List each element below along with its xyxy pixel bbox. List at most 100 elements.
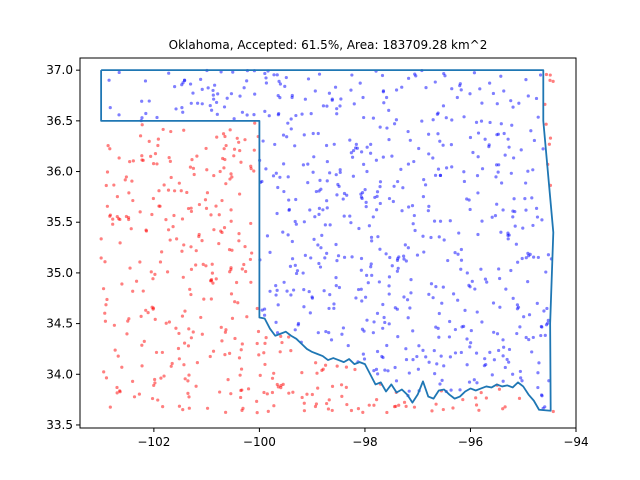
rejected-point	[237, 239, 241, 243]
rejected-point	[187, 327, 191, 331]
accepted-point	[429, 235, 433, 240]
rejected-point	[115, 385, 119, 390]
accepted-point	[511, 105, 515, 109]
rejected-point	[131, 289, 135, 293]
x-tick-label: −98	[352, 435, 377, 449]
accepted-point	[361, 95, 365, 100]
accepted-point	[480, 219, 484, 223]
rejected-point	[189, 292, 193, 297]
accepted-point	[206, 86, 210, 90]
accepted-point	[480, 101, 484, 105]
rejected-point	[112, 323, 116, 327]
accepted-point	[306, 162, 310, 166]
rejected-point	[186, 391, 190, 395]
accepted-point	[340, 332, 344, 336]
accepted-point	[520, 379, 524, 383]
rejected-point	[228, 128, 232, 132]
accepted-point	[332, 302, 336, 306]
accepted-point	[495, 332, 500, 336]
accepted-point	[431, 296, 435, 300]
accepted-point	[359, 256, 364, 261]
accepted-point	[264, 76, 268, 80]
accepted-point	[188, 82, 193, 86]
rejected-point	[275, 382, 279, 387]
accepted-point	[404, 259, 408, 263]
rejected-point	[404, 404, 408, 408]
rejected-point	[192, 172, 196, 177]
accepted-point	[399, 167, 403, 171]
accepted-point	[370, 273, 374, 277]
rejected-point	[228, 177, 232, 181]
rejected-point	[356, 407, 361, 411]
rejected-point	[353, 367, 357, 372]
accepted-point	[371, 331, 375, 335]
accepted-point	[376, 235, 380, 239]
accepted-point	[433, 371, 437, 376]
accepted-point	[441, 285, 445, 289]
accepted-point	[501, 379, 505, 383]
accepted-point	[497, 163, 501, 167]
accepted-points	[107, 68, 554, 411]
accepted-point	[333, 85, 338, 89]
rejected-point	[102, 370, 106, 374]
accepted-point	[390, 154, 394, 158]
rejected-point	[263, 362, 267, 367]
accepted-point	[498, 276, 502, 281]
accepted-point	[181, 110, 185, 114]
accepted-point	[492, 358, 496, 362]
rejected-point	[160, 350, 164, 355]
rejected-point	[392, 404, 397, 409]
rejected-point	[155, 162, 159, 166]
accepted-point	[362, 115, 366, 120]
accepted-point	[369, 235, 374, 239]
rejected-point	[195, 154, 199, 158]
accepted-point	[381, 326, 385, 330]
rejected-point	[222, 166, 226, 170]
rejected-point	[224, 328, 228, 332]
accepted-point	[325, 179, 329, 183]
accepted-point	[294, 113, 298, 118]
rejected-point	[289, 348, 293, 353]
accepted-point	[502, 89, 506, 93]
rejected-point	[130, 179, 134, 183]
accepted-point	[404, 347, 408, 351]
rejected-point	[181, 275, 185, 279]
accepted-point	[406, 246, 410, 250]
accepted-point	[378, 180, 383, 184]
rejected-point	[140, 343, 144, 347]
y-tick-label: 36.5	[46, 114, 73, 128]
accepted-point	[387, 275, 392, 279]
rejected-point	[197, 202, 202, 207]
rejected-point	[477, 408, 481, 412]
accepted-point	[216, 92, 220, 96]
rejected-point	[237, 356, 242, 360]
rejected-point	[156, 398, 160, 402]
accepted-point	[252, 113, 256, 117]
rejected-point	[116, 354, 120, 358]
accepted-point	[180, 106, 184, 110]
accepted-point	[491, 301, 496, 305]
rejected-point	[126, 215, 131, 220]
rejected-point	[137, 392, 141, 396]
accepted-point	[543, 333, 547, 337]
rejected-point	[243, 244, 247, 249]
rejected-point	[157, 189, 161, 193]
accepted-point	[354, 296, 358, 300]
accepted-point	[245, 79, 249, 83]
rejected-point	[385, 410, 389, 415]
accepted-point	[527, 337, 531, 342]
x-tick-label: −100	[243, 435, 276, 449]
rejected-point	[503, 405, 507, 409]
accepted-point	[349, 151, 353, 155]
accepted-point	[510, 123, 514, 127]
accepted-point	[334, 284, 338, 288]
rejected-point	[190, 158, 194, 162]
accepted-point	[448, 219, 452, 223]
accepted-point	[540, 325, 544, 329]
rejected-point	[169, 364, 173, 368]
accepted-point	[282, 189, 286, 194]
accepted-point	[490, 215, 494, 219]
accepted-point	[320, 233, 324, 237]
accepted-point	[545, 306, 549, 311]
